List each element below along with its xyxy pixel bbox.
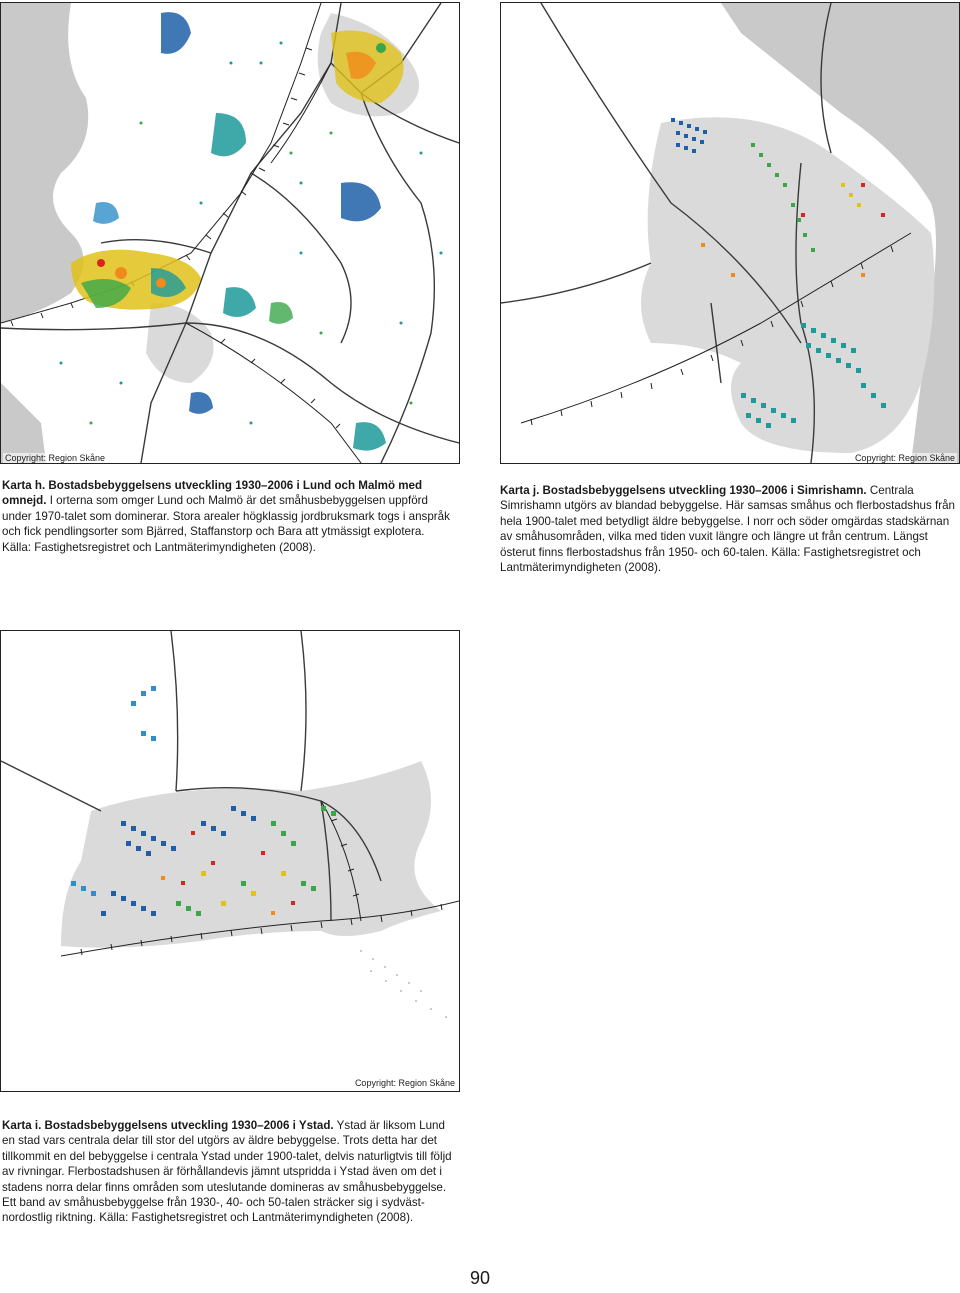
caption-map-j: Karta j. Bostadsbebyggelsens utveckling … [500,483,958,575]
caption-title: Karta i. Bostadsbebyggelsens utveckling … [2,1119,334,1132]
caption-map-h: Karta h. Bostadsbebyggelsens utveckling … [2,478,452,555]
map-lund-malmo: Copyright: Region Skåne [0,2,460,464]
caption-body: Ystad är liksom Lund en stad vars centra… [2,1119,452,1225]
railway [60,800,459,957]
map-ystad: Copyright: Region Skåne [0,630,460,1092]
building-blocks [671,118,886,428]
road-network [1,631,382,922]
page-number: 90 [469,1268,491,1288]
coastline-dots [360,950,447,1018]
copyright-label: Copyright: Region Skåne [852,453,957,463]
copyright-label: Copyright: Region Skåne [352,1078,457,1088]
map-lund-malmo-canvas [1,3,459,463]
building-blocks [71,686,336,916]
road-network [501,3,832,463]
railway [1,3,362,463]
caption-title: Karta h. Bostadsbebyggelsens utveckling … [2,479,423,508]
map-ystad-canvas [1,631,459,1091]
urban-area [146,303,214,383]
sea-area [1,921,459,1091]
map-simrishamn: Copyright: Region Skåne [500,2,960,464]
map-simrishamn-canvas [501,3,959,463]
railway [520,232,912,426]
sea-area-south [1,383,46,463]
urban-area [641,117,935,454]
urban-area [61,761,441,948]
scattered-buildings [59,41,443,425]
settlement-clusters [71,12,404,451]
caption-map-i: Karta i. Bostadsbebyggelsens utveckling … [2,1118,460,1226]
caption-title: Karta j. Bostadsbebyggelsens utveckling … [500,484,867,497]
caption-body: Centrala Simrishamn utgörs av blandad be… [500,484,955,575]
scattered-buildings [89,121,413,425]
copyright-label: Copyright: Region Skåne [3,453,108,463]
sea-area [1,3,89,323]
sea-area [721,3,959,463]
caption-body: I orterna som omger Lund och Malmö är de… [2,494,450,554]
